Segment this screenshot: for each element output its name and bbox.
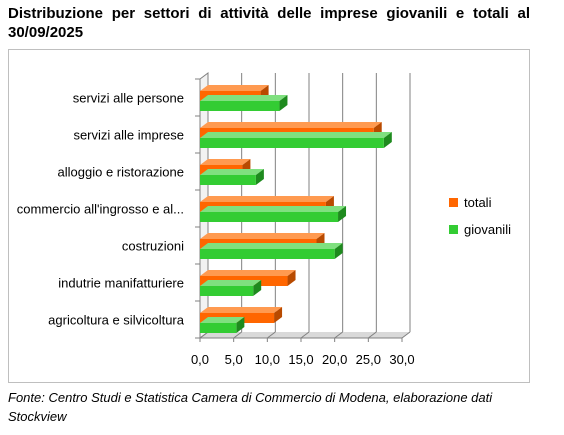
- legend-swatch-totali: [449, 198, 458, 207]
- bar-giovanili-side: [338, 206, 347, 222]
- legend-label-giovanili: giovanili: [464, 222, 511, 237]
- bar-giovanili-top: [200, 317, 245, 323]
- x-tick-label: 25,0: [356, 352, 381, 367]
- category-label: alloggio e ristorazione: [58, 165, 184, 180]
- gridline-depth: [300, 331, 310, 339]
- bar-giovanili: [200, 286, 254, 296]
- bar-giovanili-top: [200, 243, 343, 249]
- bar-totali-top: [200, 270, 296, 276]
- category-label: agricoltura e silvicoltura: [48, 313, 185, 328]
- legend-swatch-giovanili: [449, 225, 458, 234]
- bar-totali-top: [200, 159, 251, 165]
- bar-giovanili-side: [255, 169, 264, 185]
- bar-totali-side: [287, 270, 296, 286]
- bar-giovanili: [200, 175, 256, 185]
- chart-title: Distribuzione per settori di attività de…: [8, 5, 530, 41]
- bar-giovanili: [200, 323, 237, 333]
- bar-giovanili-side: [236, 317, 245, 333]
- gridline-depth: [368, 331, 377, 339]
- bar-giovanili-top: [200, 280, 262, 286]
- bar-totali-side: [274, 307, 283, 323]
- bar-giovanili-top: [200, 95, 288, 101]
- gridline-depth: [334, 331, 343, 339]
- bar-giovanili-side: [253, 280, 262, 296]
- category-label: servizi alle persone: [73, 91, 184, 106]
- category-label: costruzioni: [122, 239, 184, 254]
- bar-giovanili-side: [279, 95, 288, 111]
- bar-totali-top: [200, 85, 269, 91]
- bar-totali-top: [200, 122, 382, 128]
- bar-totali-top: [200, 233, 325, 239]
- legend-label-totali: totali: [464, 195, 492, 210]
- bar-giovanili: [200, 249, 335, 259]
- bar-giovanili: [200, 101, 280, 111]
- bar-giovanili-top: [200, 169, 264, 175]
- gridline-depth: [233, 331, 242, 339]
- source-note: Fonte: Centro Studi e Statistica Camera …: [8, 390, 493, 424]
- category-label: commercio all'ingrosso e al...: [17, 202, 184, 217]
- category-label: servizi alle imprese: [73, 128, 184, 143]
- x-tick-label: 20,0: [322, 352, 347, 367]
- bar-giovanili-top: [200, 132, 392, 138]
- bar-giovanili-side: [334, 243, 343, 259]
- bar-giovanili-top: [200, 206, 347, 212]
- x-tick-label: 10,0: [255, 352, 280, 367]
- bar-giovanili-side: [383, 132, 392, 148]
- bar-giovanili: [200, 138, 384, 148]
- gridline-depth: [401, 331, 411, 339]
- x-tick-label: 30,0: [389, 352, 414, 367]
- x-tick-label: 5,0: [225, 352, 243, 367]
- bar-totali-top: [200, 196, 334, 202]
- bar-totali-top: [200, 307, 283, 313]
- category-label: indutrie manifatturiere: [58, 276, 184, 291]
- gridline-depth: [267, 331, 276, 339]
- x-tick-label: 0,0: [191, 352, 209, 367]
- x-tick-label: 15,0: [288, 352, 313, 367]
- bar-giovanili: [200, 212, 339, 222]
